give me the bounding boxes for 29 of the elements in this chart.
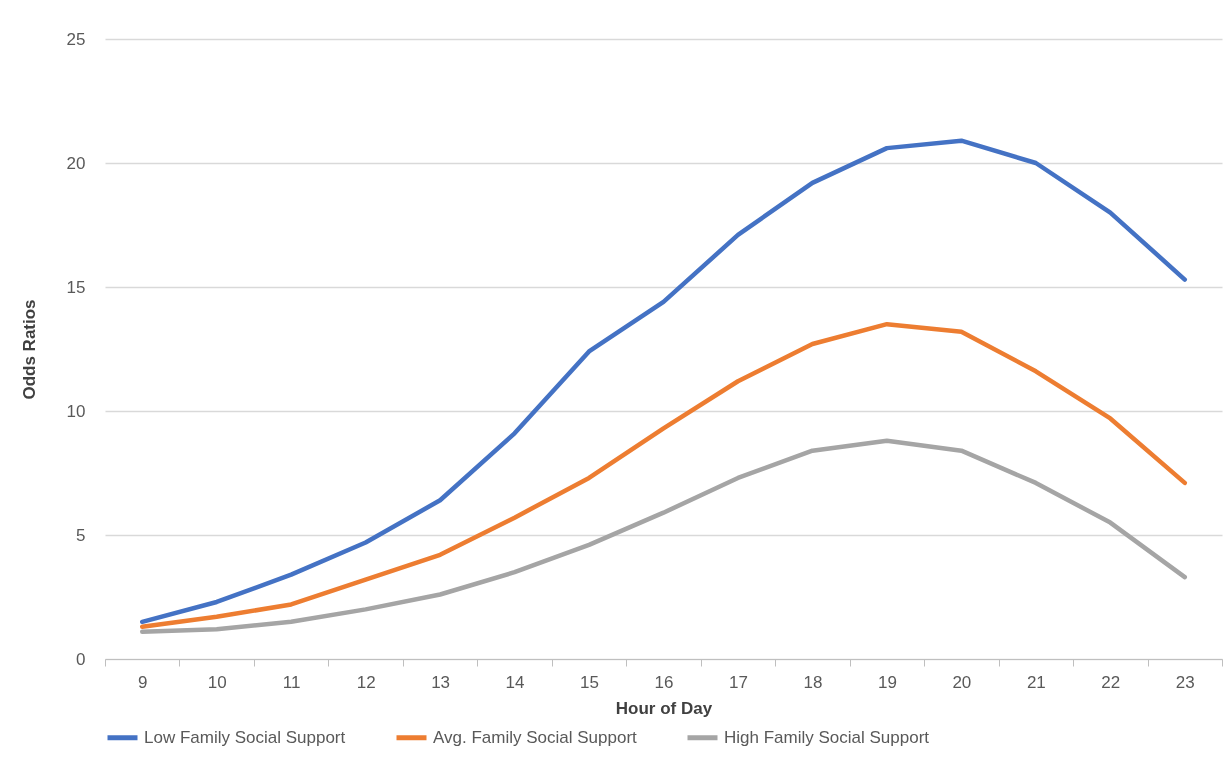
y-tick-label: 0 (76, 649, 86, 669)
y-tick-label: 10 (66, 401, 86, 421)
y-axis-title: Odds Ratios (19, 299, 39, 400)
x-tick-label: 16 (654, 672, 674, 692)
x-tick-label: 13 (431, 672, 451, 692)
x-tick-label: 23 (1175, 672, 1195, 692)
y-tick-label: 15 (66, 277, 86, 297)
line-series (139, 138, 1188, 625)
x-tick-label: 9 (138, 672, 148, 692)
x-tick-label: 19 (877, 672, 897, 692)
y-tick-label: 5 (76, 525, 86, 545)
y-tick-label: 25 (66, 29, 86, 49)
legend-label: High Family Social Support (724, 727, 930, 747)
line-series (139, 321, 1188, 630)
y-tick-label: 20 (66, 153, 86, 173)
legend-label: Low Family Social Support (144, 727, 346, 747)
x-tick-label: 18 (803, 672, 823, 692)
x-tick-label: 22 (1101, 672, 1121, 692)
x-tick-label: 15 (580, 672, 599, 692)
x-tick-label: 10 (207, 672, 227, 692)
line-series (139, 438, 1188, 634)
x-tick-label: 11 (282, 672, 301, 692)
x-tick-label: 20 (952, 672, 972, 692)
x-tick-label: 14 (505, 672, 525, 692)
x-tick-label: 21 (1026, 672, 1046, 692)
x-tick-label: 12 (356, 672, 376, 692)
x-axis-title: Hour of Day (615, 698, 713, 718)
x-tick-label: 17 (729, 672, 748, 692)
legend-label: Avg. Family Social Support (433, 727, 638, 747)
